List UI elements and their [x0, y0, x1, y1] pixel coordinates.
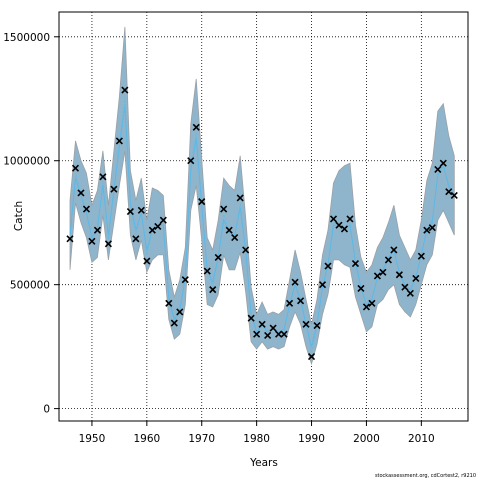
observed-point	[346, 215, 354, 223]
grid-lines	[59, 12, 468, 421]
observed-point	[401, 283, 409, 291]
x-axis-ticks: 1950 1960 1970 1980 1990 2000 2010	[79, 421, 435, 445]
observed-point	[110, 185, 118, 193]
y-axis-title: Catch	[13, 201, 25, 231]
observed-point	[93, 226, 101, 234]
observed-point	[406, 289, 414, 297]
observed-point	[148, 226, 156, 234]
observed-point	[192, 123, 200, 131]
observed-point	[313, 322, 321, 330]
observed-point	[209, 286, 217, 294]
observed-point	[329, 215, 338, 223]
observed-point	[236, 194, 244, 202]
confidence-band	[69, 26, 455, 366]
observed-point	[104, 240, 112, 248]
observed-point	[126, 207, 134, 216]
observed-point	[214, 253, 222, 261]
observed-point	[340, 225, 349, 233]
observed-point	[318, 281, 327, 289]
x-tick-label: 1980	[243, 433, 270, 445]
observed-point	[335, 221, 343, 229]
x-tick-label: 1970	[188, 433, 215, 445]
observed-point	[77, 189, 85, 197]
observed-point	[390, 246, 398, 254]
observed-point	[181, 276, 189, 284]
observed-point	[231, 234, 239, 242]
observed-point	[324, 262, 332, 270]
observed-point	[412, 274, 420, 283]
observed-point	[165, 299, 173, 307]
x-axis-title: Years	[249, 457, 278, 469]
observed-point	[159, 216, 167, 224]
observed-point	[170, 319, 178, 327]
x-tick-label: 1950	[79, 433, 106, 445]
observed-point	[71, 164, 80, 172]
observed-point	[82, 205, 91, 213]
observed-point	[368, 299, 376, 307]
observed-point	[291, 278, 299, 286]
observed-point	[434, 165, 442, 173]
observed-point	[66, 235, 74, 243]
observed-points	[66, 86, 458, 361]
y-tick-label: 0	[43, 404, 50, 416]
observed-point	[258, 320, 266, 328]
credit-text: stockassessment.org, cdCortest2, r9210	[375, 473, 476, 479]
observed-point	[379, 268, 387, 276]
observed-point	[286, 299, 294, 307]
observed-point	[302, 320, 310, 328]
observed-point	[445, 188, 453, 196]
y-axis-ticks: 0 500000 1000000 1500000	[3, 32, 59, 416]
y-tick-label: 1000000	[3, 156, 50, 168]
observed-point	[253, 330, 261, 338]
observed-point	[307, 352, 316, 361]
x-tick-label: 2010	[408, 433, 435, 445]
observed-point	[99, 173, 107, 181]
observed-point	[351, 260, 360, 268]
observed-point	[275, 330, 283, 338]
observed-point	[176, 308, 184, 316]
observed-point	[423, 226, 431, 234]
observed-point	[439, 159, 447, 167]
observed-point	[154, 222, 162, 230]
observed-point	[187, 157, 195, 165]
plot-frame	[58, 11, 469, 422]
observed-point	[225, 226, 233, 234]
observed-point	[357, 284, 365, 292]
x-tick-label: 1960	[133, 433, 160, 445]
x-tick-label: 2000	[353, 433, 380, 445]
observed-point	[242, 246, 250, 254]
observed-point	[362, 303, 371, 311]
y-tick-label: 1500000	[3, 32, 50, 44]
observed-point	[296, 297, 305, 305]
observed-point	[373, 272, 381, 280]
observed-point	[450, 191, 458, 199]
observed-point	[264, 331, 272, 340]
observed-point	[203, 267, 211, 275]
observed-point	[247, 314, 255, 322]
observed-point	[121, 86, 129, 94]
observed-point	[115, 137, 123, 145]
observed-point	[428, 224, 436, 232]
observed-point	[220, 205, 228, 213]
observed-point	[88, 237, 96, 245]
observed-point	[198, 198, 206, 206]
y-tick-label: 500000	[10, 280, 50, 292]
observed-point	[137, 206, 145, 214]
observed-point	[417, 252, 425, 260]
observed-point	[395, 271, 403, 279]
observed-point	[132, 235, 140, 243]
x-tick-label: 1990	[298, 433, 325, 445]
observed-point	[280, 330, 288, 338]
observed-point	[384, 256, 392, 264]
observed-point	[269, 324, 277, 332]
observed-point	[143, 257, 151, 265]
